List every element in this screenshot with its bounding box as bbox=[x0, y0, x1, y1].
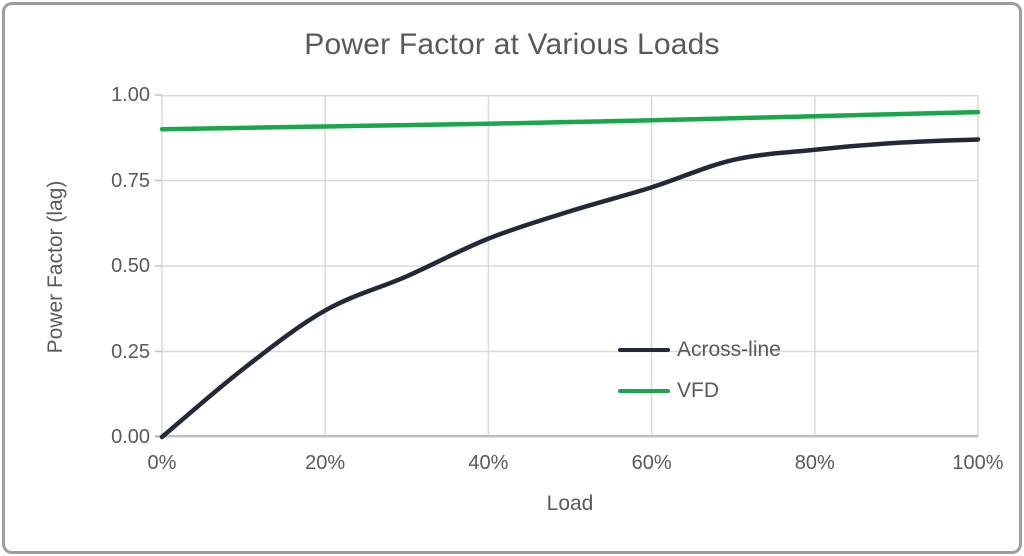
y-tick-label: 0.50 bbox=[111, 255, 150, 277]
x-tick-label: 20% bbox=[305, 452, 346, 474]
chart-canvas bbox=[155, 94, 981, 440]
x-tick-label: 0% bbox=[147, 452, 177, 474]
across-line-series-swatch bbox=[618, 348, 670, 352]
y-axis-title: Power Factor (lag) bbox=[44, 180, 67, 354]
chart-title: Power Factor at Various Loads bbox=[304, 28, 720, 61]
x-tick-label: 40% bbox=[468, 452, 509, 474]
legend: Across-line VFD bbox=[618, 338, 781, 421]
vfd-series-swatch bbox=[618, 389, 670, 393]
y-tick-label: 1.00 bbox=[111, 84, 150, 106]
y-tick-label: 0.25 bbox=[111, 340, 150, 363]
x-axis-title: Load bbox=[546, 492, 594, 515]
legend-label-across-line: Across-line bbox=[677, 338, 781, 361]
legend-item-across-line: Across-line bbox=[618, 338, 781, 361]
x-tick-label: 80% bbox=[794, 452, 835, 474]
legend-label-vfd: VFD bbox=[677, 379, 719, 402]
legend-item-vfd: VFD bbox=[618, 379, 781, 402]
x-tick-label: 100% bbox=[952, 452, 1004, 474]
y-tick-label: 0.00 bbox=[111, 426, 150, 448]
y-tick-label: 0.75 bbox=[111, 169, 150, 192]
plot-area: Across-line VFD bbox=[155, 94, 981, 440]
x-tick-label: 60% bbox=[631, 452, 672, 474]
